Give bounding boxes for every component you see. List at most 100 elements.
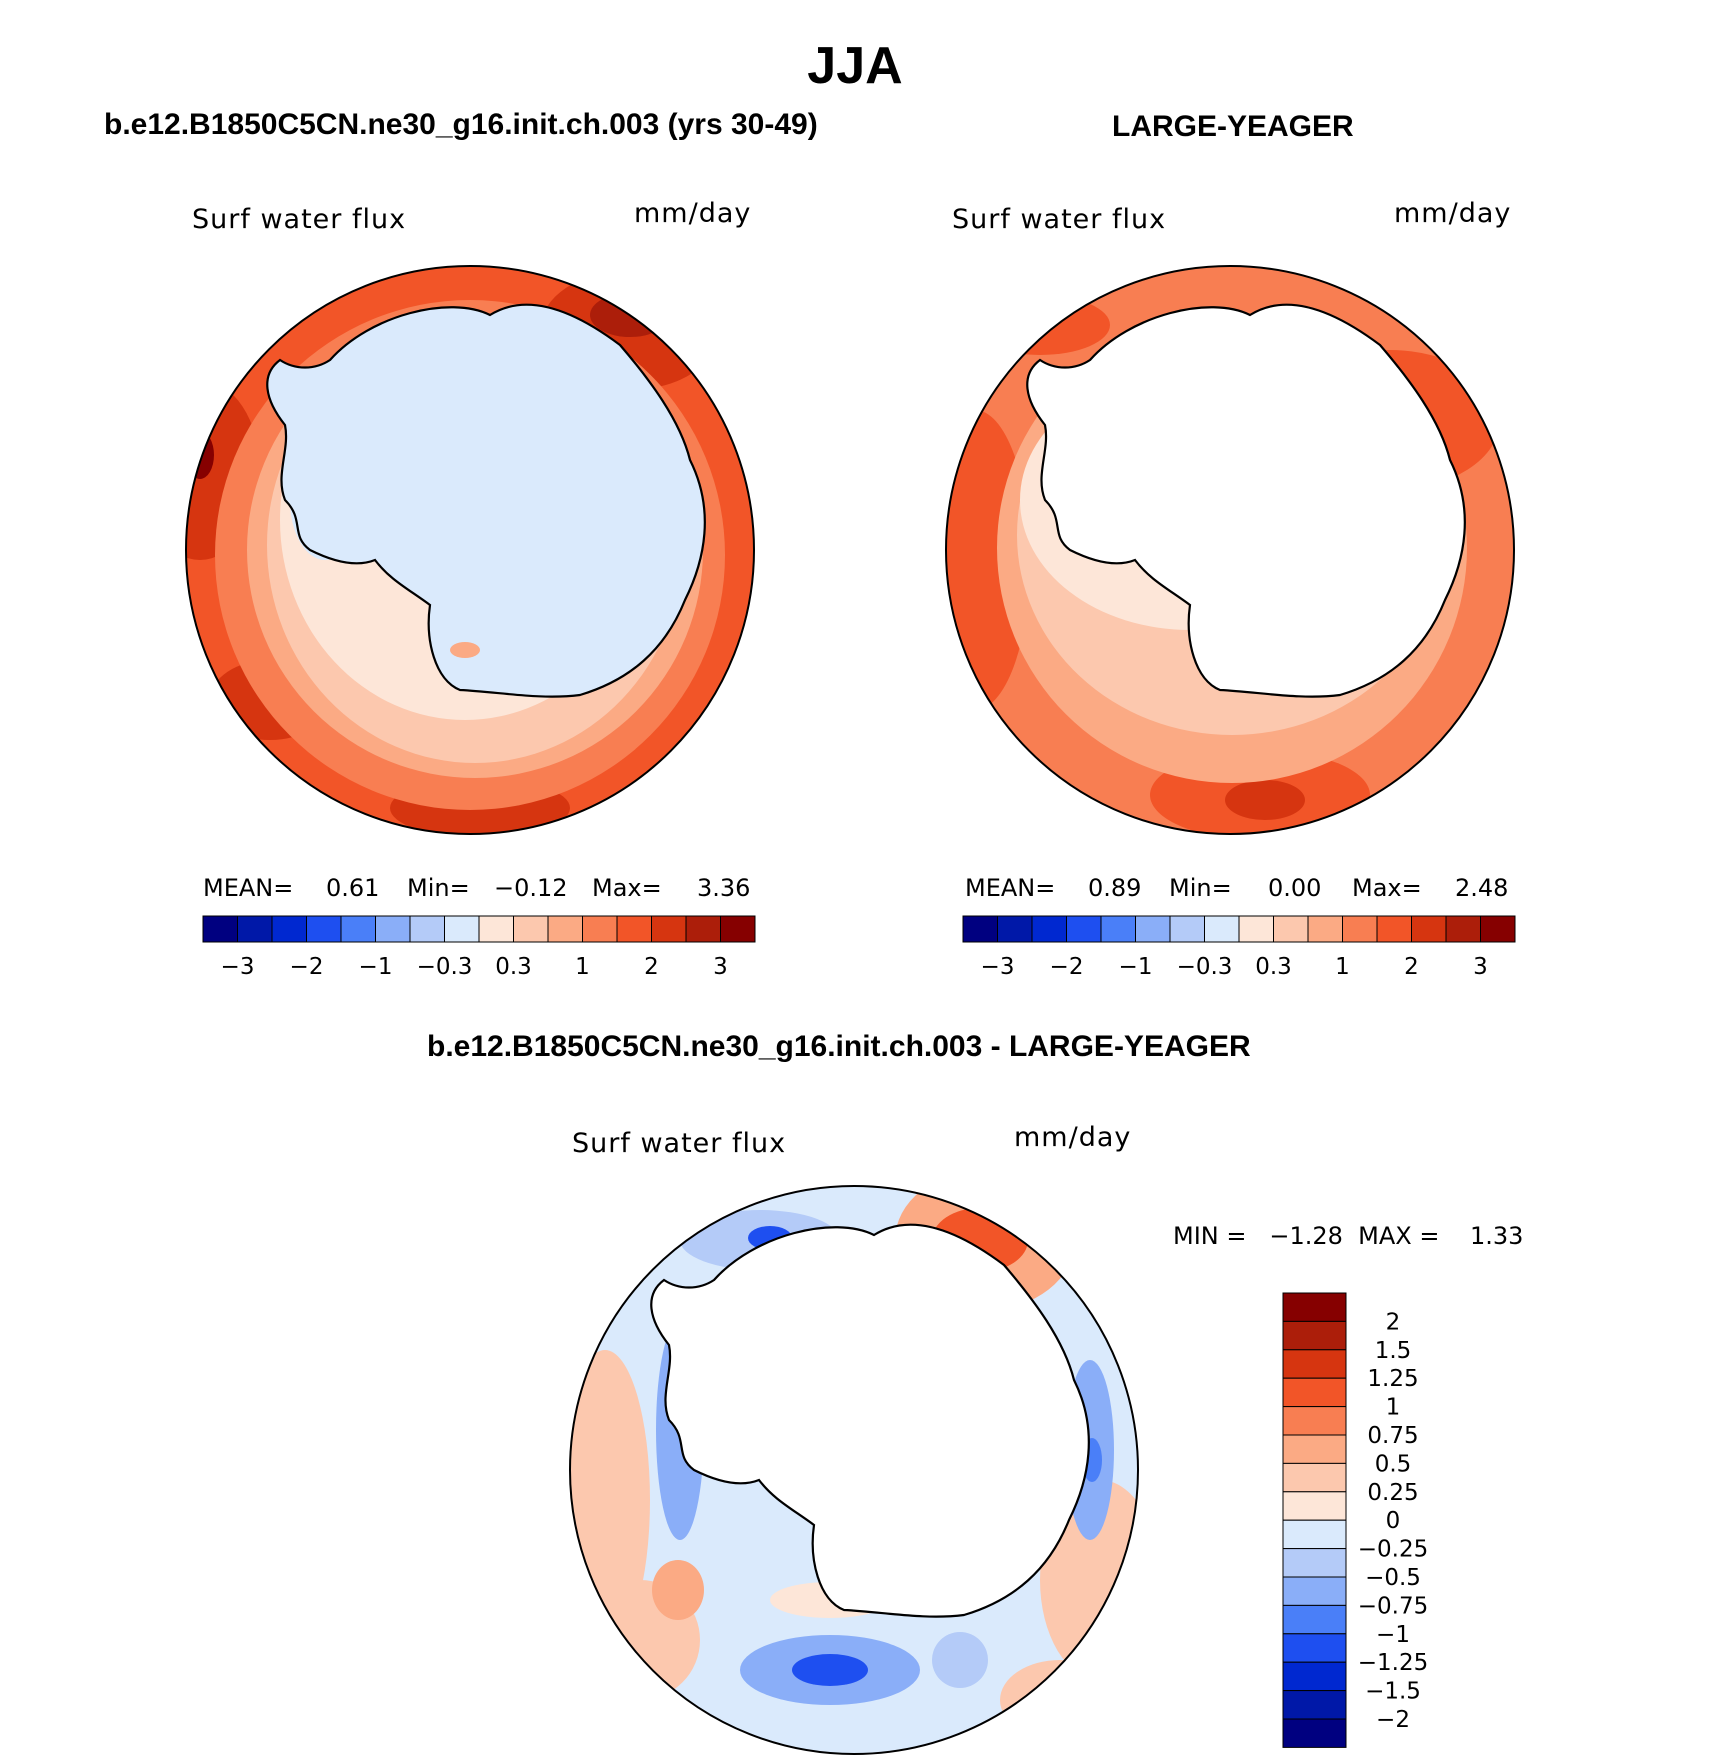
panel-2-colorbar-box [1238, 915, 1274, 943]
panel-2-colorbar-box [1376, 915, 1412, 943]
panel-3-colorbar-box [1282, 1320, 1347, 1351]
panel-1-colorbar-tick: 3 [713, 954, 728, 980]
panel-3-colorbar-box [1282, 1576, 1347, 1606]
panel-1-variable: Surf water flux [192, 204, 407, 235]
panel-3-colorbar-box [1282, 1519, 1347, 1550]
panel-3-minmax: MIN = −1.28 MAX = 1.33 [1173, 1222, 1524, 1250]
panel-3-colorbar-box [1282, 1718, 1347, 1748]
panel-1-colorbar-tick: 0.3 [495, 954, 532, 980]
panel-2-colorbar-tick: 2 [1404, 954, 1419, 980]
panel-1-max: 3.36 [697, 874, 751, 902]
panel-1-colorbar-tick: −2 [290, 954, 324, 980]
panel-3-colorbar-box [1282, 1406, 1347, 1436]
panel-2-colorbar-box [1066, 915, 1102, 943]
panel-2-colorbar-box [1342, 915, 1378, 943]
panel-3-units: mm/day [1014, 1122, 1132, 1153]
panel-1-min: −0.12 [494, 874, 568, 902]
panel-1-colorbar-tick: −1 [359, 954, 393, 980]
panel-2-max: 2.48 [1455, 874, 1509, 902]
panel-3-colorbar-box [1282, 1434, 1347, 1464]
panel-2-variable: Surf water flux [952, 204, 1167, 235]
panel-2-colorbar-tick: −3 [981, 954, 1015, 980]
panel-3-colorbar-tick: −1.25 [1358, 1650, 1428, 1676]
panel-1-colorbar-box [340, 915, 376, 943]
panel-2-colorbar-box [1273, 915, 1309, 943]
panel-1-colorbar-box [685, 915, 721, 943]
panel-1-max-label: Max= [592, 874, 662, 902]
panel-1-colorbar-box [237, 915, 273, 943]
panel-3-colorbar-tick: 0 [1386, 1508, 1401, 1534]
panel-1-units: mm/day [634, 198, 752, 229]
panel-3-colorbar-tick: 0.75 [1367, 1423, 1418, 1449]
panel-1-colorbar-box [409, 915, 445, 943]
panel-2-colorbar-box [1411, 915, 1447, 943]
panel-2-mean-label: MEAN= [965, 874, 1056, 902]
panel-1-colorbar-box [271, 915, 307, 943]
panel-2-colorbar-box [1307, 915, 1343, 943]
panel-2-colorbar-box [1031, 915, 1067, 943]
panel-3-colorbar-tick: −1.5 [1365, 1679, 1421, 1705]
panel-2-colorbar-box [1445, 915, 1481, 943]
panel-1-colorbar-tick: 1 [575, 954, 590, 980]
panel-3-colorbar-box [1282, 1661, 1347, 1692]
panel-3-title: b.e12.B1850C5CN.ne30_g16.init.ch.003 - L… [427, 1030, 1251, 1063]
panel-3-colorbar-tick: 1.5 [1375, 1338, 1412, 1364]
panel-1-title: b.e12.B1850C5CN.ne30_g16.init.ch.003 (yr… [104, 108, 818, 141]
panel-2-map [945, 265, 1515, 835]
panel-2-colorbar-tick: −2 [1050, 954, 1084, 980]
panel-2-colorbar-tick: −0.3 [1177, 954, 1233, 980]
panel-1-colorbar-box [375, 915, 411, 943]
panel-3-colorbar-tick: 0.5 [1375, 1451, 1412, 1477]
panel-2-colorbar-box [1480, 915, 1516, 943]
panel-1-colorbar-tick: −0.3 [417, 954, 473, 980]
panel-1-colorbar-box [547, 915, 583, 943]
panel-3-colorbar-box [1282, 1604, 1347, 1635]
panel-2-title: LARGE-YEAGER [1112, 110, 1354, 143]
panel-1-colorbar-box [444, 915, 480, 943]
page-title: JJA [807, 37, 903, 95]
panel-3-colorbar-tick: −0.75 [1358, 1593, 1428, 1619]
panel-3-colorbar-box [1282, 1462, 1347, 1493]
panel-3-colorbar-box [1282, 1491, 1347, 1521]
panel-1-colorbar-box [202, 915, 238, 943]
panel-1-colorbar-box [478, 915, 514, 943]
panel-3-colorbar-tick: 1 [1386, 1395, 1401, 1421]
panel-1-mean: 0.61 [326, 874, 380, 902]
panel-3-colorbar-tick: 1.25 [1367, 1366, 1418, 1392]
panel-2-colorbar-box [1204, 915, 1240, 943]
panel-3-colorbar-box [1282, 1349, 1347, 1379]
panel-3-colorbar-tick: 0.25 [1367, 1480, 1418, 1506]
panel-1-colorbar-box [306, 915, 342, 943]
panel-2-max-label: Max= [1352, 874, 1422, 902]
panel-2-colorbar-box [997, 915, 1033, 943]
panel-3-colorbar-tick: −0.5 [1365, 1565, 1421, 1591]
panel-3-colorbar-tick: −1 [1376, 1622, 1410, 1648]
panel-3-colorbar-tick: −2 [1376, 1707, 1410, 1733]
panel-2-min-label: Min= [1169, 874, 1232, 902]
panel-2-colorbar-box [962, 915, 998, 943]
panel-3-map [569, 1185, 1139, 1755]
panel-2-units: mm/day [1394, 198, 1512, 229]
panel-1-colorbar-box [513, 915, 549, 943]
panel-2-mean: 0.89 [1088, 874, 1142, 902]
panel-1-colorbar-tick: 2 [644, 954, 659, 980]
panel-3-colorbar-tick: −0.25 [1358, 1537, 1428, 1563]
panel-3-colorbar-box [1282, 1633, 1347, 1663]
panel-3-variable: Surf water flux [572, 1128, 787, 1159]
panel-3-colorbar-tick: 2 [1386, 1309, 1401, 1335]
panel-2-colorbar-tick: 1 [1335, 954, 1350, 980]
panel-1-colorbar-tick: −3 [221, 954, 255, 980]
panel-1-colorbar-box [616, 915, 652, 943]
panel-2-colorbar-tick: 0.3 [1255, 954, 1292, 980]
panel-1-colorbar-box [651, 915, 687, 943]
panel-2-colorbar-box [1169, 915, 1205, 943]
panel-1-min-label: Min= [407, 874, 470, 902]
panel-2-colorbar-box [1135, 915, 1171, 943]
panel-1-mean-label: MEAN= [203, 874, 294, 902]
panel-2-colorbar-box [1100, 915, 1136, 943]
panel-2-min: 0.00 [1268, 874, 1322, 902]
panel-1-colorbar-box [582, 915, 618, 943]
panel-1-map [185, 265, 755, 835]
panel-3-colorbar-box [1282, 1292, 1347, 1322]
